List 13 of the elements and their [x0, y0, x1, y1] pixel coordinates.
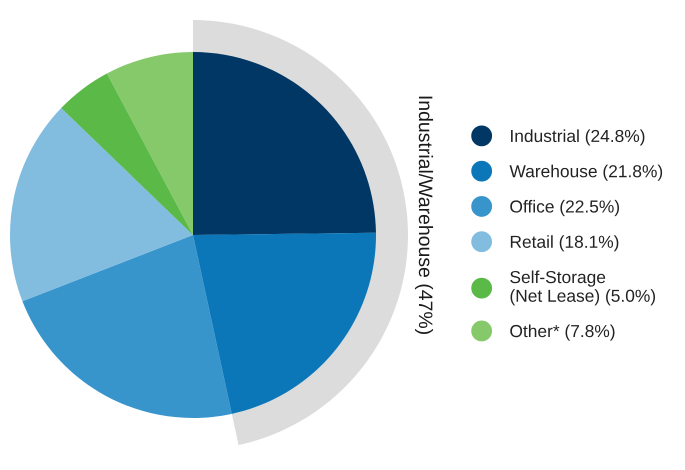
pie-slice — [10, 108, 193, 302]
pie-slice — [106, 52, 193, 235]
pie-slice — [193, 232, 376, 414]
pie-slice — [193, 52, 376, 235]
legend-label: Industrial (24.8%) — [511, 129, 644, 146]
pie-slice — [61, 74, 193, 235]
legend-label: Self-Storage (Net Lease) (5.0%) — [510, 270, 656, 306]
legend-label: Office (22.5%) — [510, 200, 620, 216]
legend-label: Other* (7.8%) — [510, 324, 614, 341]
legend-label: Retail (18.1%) — [510, 235, 618, 252]
legend-label: Warehouse (21.8%) — [510, 164, 662, 181]
pie-slice — [22, 235, 232, 418]
text: Industrial/Warehouse (47%) — [414, 96, 434, 334]
